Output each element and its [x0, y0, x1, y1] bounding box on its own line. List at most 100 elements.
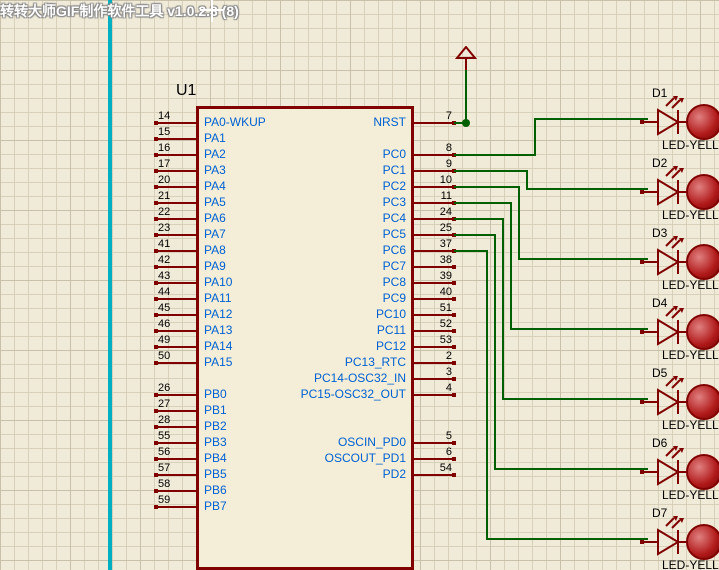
pin-num-underline — [156, 313, 174, 314]
wire[interactable] — [510, 328, 648, 330]
pin-endpoint[interactable] — [452, 345, 456, 349]
pin-number: 10 — [434, 174, 452, 186]
pin-num-underline — [156, 345, 174, 346]
led-bulb — [686, 244, 719, 280]
pin-number: 5 — [434, 430, 452, 442]
pin-num-underline — [156, 473, 174, 474]
pin-name: PC2 — [196, 179, 406, 193]
pin-line — [414, 362, 454, 364]
pin-num-underline — [156, 505, 174, 506]
pin-name: PC3 — [196, 195, 406, 209]
led-type: LED-YELL — [662, 208, 719, 222]
pin-name: PC11 — [196, 323, 406, 337]
wire[interactable] — [534, 118, 648, 120]
pin-number: 38 — [434, 254, 452, 266]
pin-name: PC9 — [196, 291, 406, 305]
pin-line — [414, 250, 454, 252]
pin-line — [414, 122, 454, 124]
led-anode-dot[interactable] — [640, 120, 644, 124]
wire[interactable] — [454, 170, 528, 172]
pin-name: PB1 — [204, 403, 227, 417]
pin-num-underline — [156, 137, 174, 138]
pin-endpoint[interactable] — [452, 457, 456, 461]
pin-number: 7 — [434, 110, 452, 122]
pin-number: 4 — [434, 382, 452, 394]
wire[interactable] — [494, 468, 648, 470]
watermark-title: 转转大师GIF制作软件工具 v1.0.2.3 (8) — [0, 1, 239, 21]
pin-name: PC0 — [196, 147, 406, 161]
wire[interactable] — [454, 202, 512, 204]
pin-endpoint[interactable] — [452, 281, 456, 285]
led-bulb — [686, 104, 719, 140]
pin-name: PD2 — [196, 467, 406, 481]
schematic-canvas[interactable]: 转转大师GIF制作软件工具 v1.0.2.3 (8) U114PA0-WKUP1… — [0, 0, 719, 570]
wire[interactable] — [454, 218, 504, 220]
pin-name: OSCOUT_PD1 — [196, 451, 406, 465]
pin-line — [414, 234, 454, 236]
led-anode-dot[interactable] — [640, 190, 644, 194]
wire[interactable] — [454, 186, 520, 188]
pin-endpoint[interactable] — [452, 313, 456, 317]
led-type: LED-YELL — [662, 278, 719, 292]
pin-endpoint[interactable] — [452, 329, 456, 333]
wire[interactable] — [526, 188, 648, 190]
chip-ref: U1 — [176, 82, 196, 100]
wire[interactable] — [454, 234, 496, 236]
pin-num-underline — [156, 393, 174, 394]
pin-number: 11 — [434, 190, 452, 202]
led-anode-dot[interactable] — [640, 400, 644, 404]
pin-line — [414, 346, 454, 348]
pin-name: PC15-OSC32_OUT — [196, 387, 406, 401]
pin-num-underline — [156, 217, 174, 218]
pin-line — [414, 442, 454, 444]
led-type: LED-YELL — [662, 348, 719, 362]
led-anode-dot[interactable] — [640, 260, 644, 264]
wire[interactable] — [465, 70, 467, 124]
wire[interactable] — [518, 186, 520, 260]
pin-endpoint[interactable] — [452, 265, 456, 269]
led-bulb — [686, 384, 719, 420]
pin-number: 3 — [434, 366, 452, 378]
pin-number: 6 — [434, 446, 452, 458]
pin-name: PB2 — [204, 419, 227, 433]
pin-name: PB6 — [204, 483, 227, 497]
led-anode-dot[interactable] — [640, 330, 644, 334]
led-type: LED-YELL — [662, 138, 719, 152]
pin-num-underline — [156, 425, 174, 426]
pin-endpoint[interactable] — [452, 441, 456, 445]
pin-endpoint[interactable] — [452, 297, 456, 301]
pin-number: 2 — [434, 350, 452, 362]
led-bulb — [686, 314, 719, 350]
wire[interactable] — [502, 398, 648, 400]
pin-number: 52 — [434, 318, 452, 330]
pin-number: 53 — [434, 334, 452, 346]
pin-line — [414, 330, 454, 332]
wire[interactable] — [486, 538, 648, 540]
pin-number: 8 — [434, 142, 452, 154]
wire[interactable] — [486, 250, 488, 540]
pin-line — [414, 266, 454, 268]
led-type: LED-YELL — [662, 558, 719, 570]
led-anode-dot[interactable] — [640, 540, 644, 544]
wire[interactable] — [502, 218, 504, 400]
pin-endpoint[interactable] — [452, 377, 456, 381]
wire[interactable] — [454, 250, 488, 252]
pin-endpoint[interactable] — [452, 393, 456, 397]
wire[interactable] — [494, 234, 496, 470]
pin-number: 51 — [434, 302, 452, 314]
pin-num-underline — [156, 153, 174, 154]
pin-num-underline — [156, 457, 174, 458]
pin-name: PC12 — [196, 339, 406, 353]
pin-num-underline — [156, 233, 174, 234]
pin-number: 39 — [434, 270, 452, 282]
wire[interactable] — [518, 258, 648, 260]
pin-endpoint[interactable] — [452, 361, 456, 365]
pin-line — [414, 170, 454, 172]
wire[interactable] — [454, 154, 536, 156]
wire[interactable] — [510, 202, 512, 330]
pin-name: PC10 — [196, 307, 406, 321]
wire[interactable] — [526, 170, 528, 190]
pin-endpoint[interactable] — [452, 473, 456, 477]
wire[interactable] — [534, 118, 536, 156]
led-anode-dot[interactable] — [640, 470, 644, 474]
